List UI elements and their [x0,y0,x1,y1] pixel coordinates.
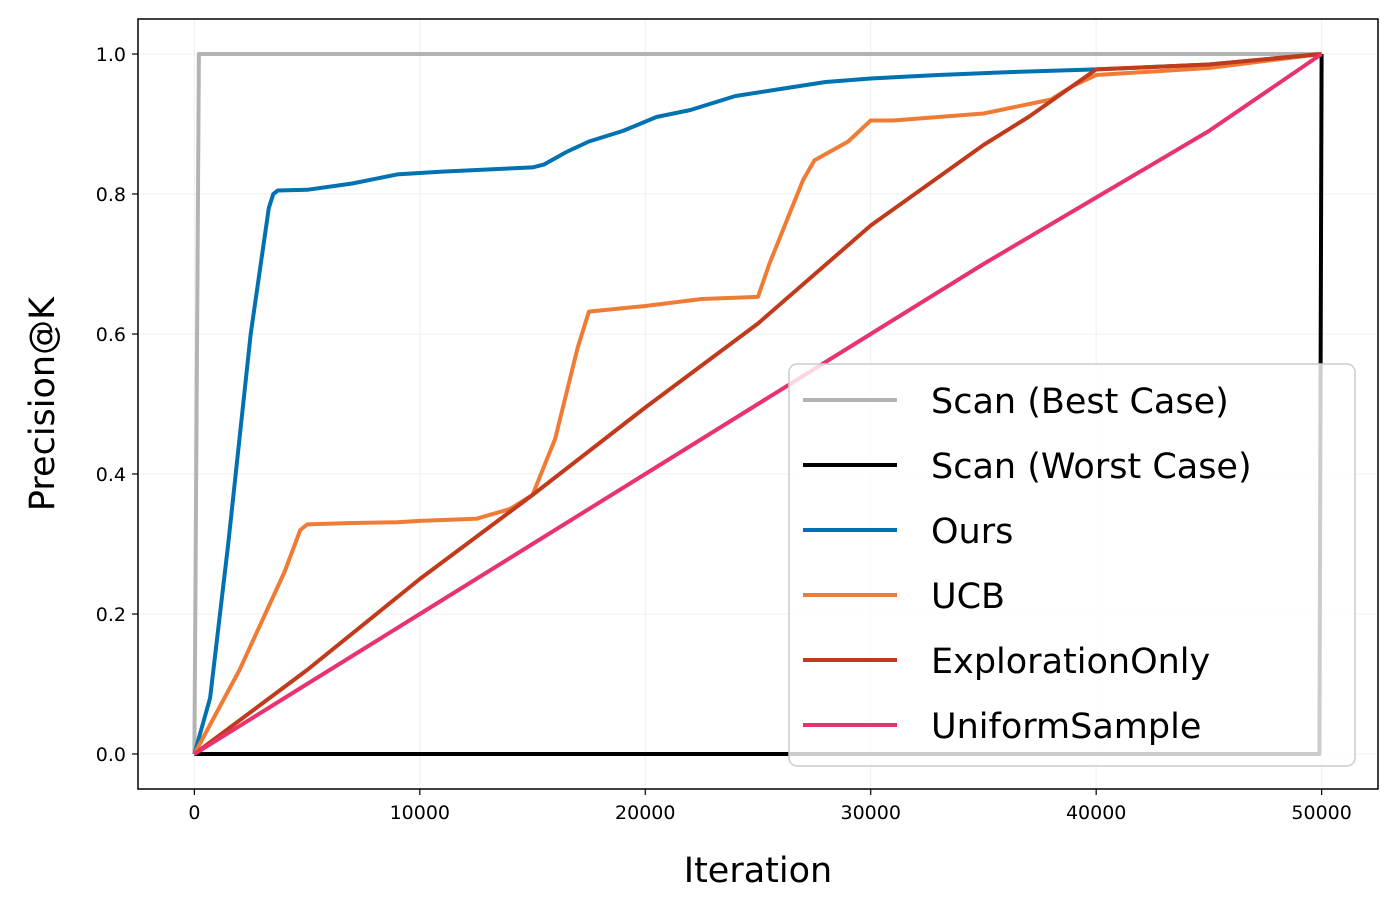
legend-label-ucb: UCB [931,577,1005,617]
x-tick-label: 40000 [1066,802,1126,824]
x-tick-label: 20000 [615,802,675,824]
plot-frame [137,18,1379,790]
series-line-uniformsample [193,52,1323,756]
series-line-explorationonly [193,52,1322,756]
x-tick-label: 10000 [390,802,450,824]
legend-label-explorationonly: ExplorationOnly [931,642,1210,682]
legend: Scan (Best Case) Scan (Worst Case) Ours UCB… [788,363,1356,767]
legend-label-uniformsample: UniformSample [931,707,1201,747]
y-tick-label: 0.2 [96,604,126,626]
series-line-ucb [192,52,1322,755]
x-tick-label: 30000 [841,802,901,824]
x-tick-label: 50000 [1291,802,1351,824]
y-tick-label: 0.0 [96,744,126,766]
legend-label-scan-worst-case: Scan (Worst Case) [931,447,1252,487]
series-line-scan-best-case [192,52,1322,755]
legend-box [788,363,1356,767]
legend-label-ours: Ours [931,512,1013,552]
series-line-ours [192,52,1322,755]
y-tick-label: 0.4 [96,464,126,486]
y-tick-label: 1.0 [96,44,126,66]
legend-label-scan-best-case: Scan (Best Case) [931,382,1229,422]
y-axis-title: Precision@K [23,296,63,511]
ticks: 0 10000 20000 30000 40000 50000 0.0 0.2 0.4 0.6 0.… [96,44,1352,824]
y-tick-label: 0.6 [96,324,126,346]
x-tick-label: 0 [188,802,200,824]
x-axis-title: Iteration [684,851,832,891]
y-tick-label: 0.8 [96,184,126,206]
